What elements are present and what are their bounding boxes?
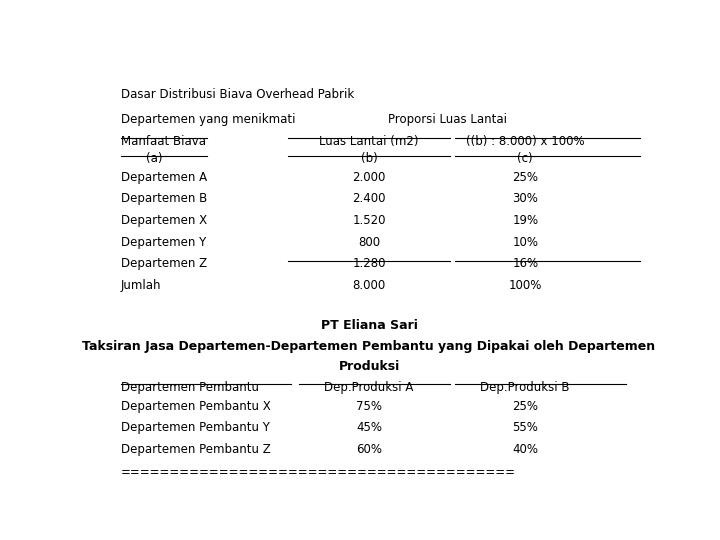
Text: 25%: 25% <box>512 400 539 413</box>
Text: ========================================: ======================================== <box>121 467 516 480</box>
Text: Departemen Pembantu Z: Departemen Pembantu Z <box>121 443 271 456</box>
Text: Produksi: Produksi <box>338 360 400 373</box>
Text: 75%: 75% <box>356 400 382 413</box>
Text: Taksiran Jasa Departemen-Departemen Pembantu yang Dipakai oleh Departemen: Taksiran Jasa Departemen-Departemen Pemb… <box>82 340 656 353</box>
Text: 30%: 30% <box>513 192 538 205</box>
Text: Proporsi Luas Lantai: Proporsi Luas Lantai <box>387 113 507 126</box>
Text: Departemen Pembantu Y: Departemen Pembantu Y <box>121 421 269 434</box>
Text: (a): (a) <box>146 152 163 165</box>
Text: 2.400: 2.400 <box>352 192 386 205</box>
Text: 25%: 25% <box>512 171 539 184</box>
Text: Dep.Produksi A: Dep.Produksi A <box>324 381 414 394</box>
Text: Departemen Pembantu: Departemen Pembantu <box>121 381 258 394</box>
Text: 10%: 10% <box>512 235 539 249</box>
Text: PT Eliana Sari: PT Eliana Sari <box>320 319 418 332</box>
Text: 1.520: 1.520 <box>352 214 386 227</box>
Text: ((b) : 8.000) x 100%: ((b) : 8.000) x 100% <box>466 136 585 148</box>
Text: 100%: 100% <box>508 279 542 292</box>
Text: Departemen Y: Departemen Y <box>121 235 206 249</box>
Text: Jumlah: Jumlah <box>121 279 161 292</box>
Text: 45%: 45% <box>356 421 382 434</box>
Text: 8.000: 8.000 <box>352 279 386 292</box>
Text: 19%: 19% <box>512 214 539 227</box>
Text: Departemen X: Departemen X <box>121 214 207 227</box>
Text: 800: 800 <box>358 235 380 249</box>
Text: 16%: 16% <box>512 258 539 271</box>
Text: 1.280: 1.280 <box>352 258 386 271</box>
Text: 55%: 55% <box>513 421 538 434</box>
Text: 60%: 60% <box>356 443 382 456</box>
Text: Luas Lantai (m2): Luas Lantai (m2) <box>319 136 419 148</box>
Text: (c): (c) <box>518 152 533 165</box>
Text: 40%: 40% <box>512 443 539 456</box>
Text: Departemen B: Departemen B <box>121 192 207 205</box>
Text: Departemen Z: Departemen Z <box>121 258 207 271</box>
Text: Departemen yang menikmati: Departemen yang menikmati <box>121 113 295 126</box>
Text: Departemen A: Departemen A <box>121 171 207 184</box>
Text: Dep.Produksi B: Dep.Produksi B <box>480 381 570 394</box>
Text: 2.000: 2.000 <box>352 171 386 184</box>
Text: (b): (b) <box>361 152 377 165</box>
Text: Manfaat Biava: Manfaat Biava <box>121 136 206 148</box>
Text: Departemen Pembantu X: Departemen Pembantu X <box>121 400 271 413</box>
Text: Dasar Distribusi Biava Overhead Pabrik: Dasar Distribusi Biava Overhead Pabrik <box>121 87 354 100</box>
